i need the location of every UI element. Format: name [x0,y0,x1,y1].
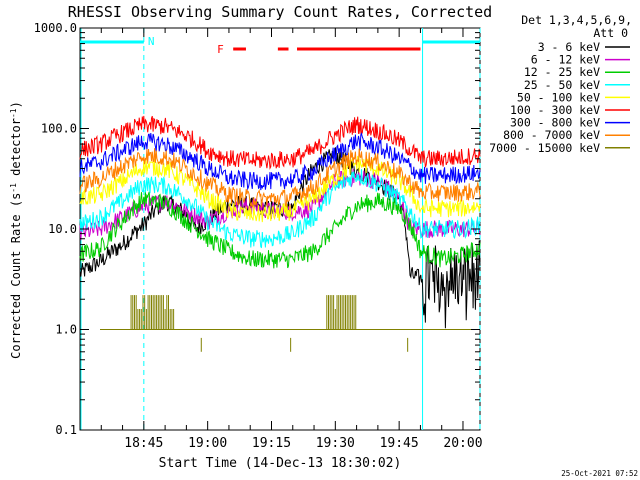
legend-label: 100 - 300 keV [510,103,600,117]
series-line-25-50keV [79,169,481,249]
footer-date: 25-Oct-2021 07:52 [561,469,638,478]
y-axis-label-mid: detector [9,118,23,183]
y-axis-label-sup2: -1 [9,108,18,118]
y-tick-label: 1.0 [55,323,77,337]
x-tick-label: 19:15 [252,436,291,451]
y-tick-label: 100.0 [41,122,77,136]
legend-label: 3 - 6 keV [538,40,600,54]
y-axis-label: Corrected Count Rate (s-1 detector-1) [9,101,24,359]
series-line-100-300keV [79,115,481,170]
legend-label: 800 - 7000 keV [503,128,600,142]
legend-label: 12 - 25 keV [524,65,600,79]
series-line-50-100keV [79,155,481,223]
series-line-6-12keV [79,168,481,241]
legend-header-line1: Det 1,3,4,5,6,9, [521,13,632,27]
x-tick-label: 19:30 [316,436,355,451]
y-tick-label: 0.1 [55,423,77,437]
series-line-12-25keV [79,191,481,269]
x-tick-label: 19:45 [380,436,419,451]
legend-label: 300 - 800 keV [510,116,600,130]
legend-header-line2: Att 0 [593,26,628,40]
y-axis-label-sup1: -1 [9,183,18,193]
flare-label: F [217,43,224,56]
x-tick-label: 18:45 [124,436,163,451]
legend-label: 6 - 12 keV [531,53,600,67]
series-line-3-6keV [79,147,481,329]
legend-label: 50 - 100 keV [517,90,600,104]
night-label: N [148,35,155,48]
chart-title: RHESSI Observing Summary Count Rates, Co… [68,3,492,21]
x-tick-label: 20:00 [443,436,482,451]
x-axis-label: Start Time (14-Dec-13 18:30:02) [159,456,402,471]
y-axis-label-end: ) [9,101,23,108]
legend-label: 7000 - 15000 keV [489,141,600,155]
series-line-800-7000keV [79,148,481,209]
y-axis-label-main: Corrected Count Rate (s [9,193,23,359]
y-tick-label: 10.0 [48,222,77,236]
x-tick-label: 19:00 [188,436,227,451]
series-line-300-800keV [79,132,481,191]
legend-label: 25 - 50 keV [524,78,600,92]
y-tick-label: 1000.0 [34,21,77,35]
